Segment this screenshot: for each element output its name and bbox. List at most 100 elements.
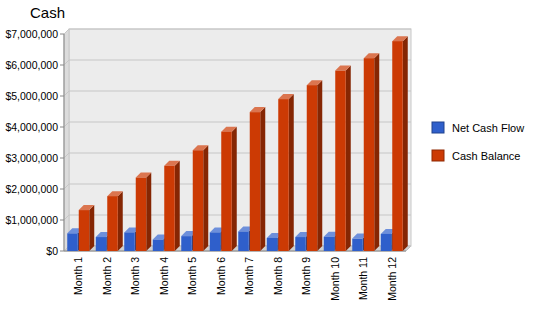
bar-side: [403, 36, 408, 251]
x-tick-label: Month 4: [158, 257, 170, 295]
bar-top: [335, 66, 351, 71]
bar-face: [352, 239, 363, 251]
bar-face: [79, 210, 90, 251]
bar-face: [107, 196, 118, 251]
bar-top: [364, 53, 380, 58]
bar-top: [193, 145, 209, 150]
y-tick-label: $4,000,000: [5, 121, 58, 133]
bar-face: [278, 99, 289, 251]
x-tick-label: Month 6: [215, 257, 227, 295]
bar-side: [203, 145, 208, 251]
bar-top: [164, 161, 180, 166]
grid-line: [64, 60, 411, 65]
x-tick-label: Month 7: [243, 257, 255, 295]
bar-face: [67, 233, 78, 251]
x-tick-label: Month 5: [186, 257, 198, 295]
bar: [164, 161, 180, 251]
title: Cash: [30, 4, 65, 21]
bar-face: [381, 234, 392, 251]
x-tick-label: Month 1: [72, 257, 84, 295]
bar-face: [221, 132, 232, 251]
x-tick-label: Month 2: [101, 257, 113, 295]
x-tick-label: Month 9: [300, 257, 312, 295]
bar-face: [267, 238, 278, 251]
bar: [278, 94, 294, 251]
x-tick-label: Month 3: [129, 257, 141, 295]
bar-side: [260, 107, 265, 251]
bar-top: [278, 94, 294, 99]
tick-mark: [60, 127, 64, 128]
bar: [392, 36, 408, 251]
y-axis: [64, 34, 65, 251]
bar-face: [210, 232, 221, 251]
legend-label: Cash Balance: [452, 150, 521, 162]
bar-side: [346, 66, 351, 251]
bar: [335, 66, 351, 251]
bar-top: [307, 80, 323, 85]
bar: [307, 80, 323, 251]
tick-mark: [60, 65, 64, 66]
bar-face: [96, 237, 107, 251]
bars: [67, 36, 408, 251]
y-tick-label: $5,000,000: [5, 90, 58, 102]
bar-face: [295, 237, 306, 251]
bar-face: [250, 112, 261, 251]
legend-label: Net Cash Flow: [452, 122, 524, 134]
bar: [193, 145, 209, 251]
bar-face: [136, 178, 147, 251]
bar-side: [289, 94, 294, 251]
x-tick-label: Month 11: [357, 257, 369, 300]
chart: Cash $0 $1,000,000 $2,000,000 $3,000,000 $4,0…: [0, 0, 550, 318]
tick-mark: [60, 34, 64, 35]
bar-side: [89, 205, 94, 251]
bar: [364, 53, 380, 251]
bar-face: [335, 71, 346, 251]
y-tick-label: $3,000,000: [5, 152, 58, 164]
x-tick-label: Month 8: [272, 257, 284, 295]
grid-line: [64, 153, 411, 158]
grid-line: [64, 184, 411, 189]
bar-side: [317, 80, 322, 251]
bar-side: [118, 191, 123, 251]
bar-face: [153, 240, 164, 251]
tick-mark: [60, 158, 64, 159]
bar-face: [238, 231, 249, 251]
bar-top: [221, 127, 237, 132]
bar-top: [79, 205, 95, 210]
bar-face: [307, 85, 318, 251]
legend-swatch: [432, 150, 444, 161]
tick-mark: [60, 251, 64, 252]
bar: [107, 191, 123, 251]
bar-side: [175, 161, 180, 251]
bar: [221, 127, 237, 251]
bar-face: [324, 237, 335, 251]
bar-side: [146, 173, 151, 251]
y-tick-label: $6,000,000: [5, 59, 58, 71]
x-tick-label: Month 10: [329, 257, 341, 301]
y-tick-label: $2,000,000: [5, 183, 58, 195]
bar-side: [232, 127, 237, 251]
bar-top: [392, 36, 408, 41]
bar-top: [250, 107, 266, 112]
y-tick-label: $0: [46, 245, 58, 257]
bar: [79, 205, 95, 251]
bar-side: [374, 53, 379, 251]
bar-face: [181, 236, 192, 251]
bar-face: [392, 41, 403, 251]
bar-face: [124, 232, 135, 251]
y-tick-label: $1,000,000: [5, 214, 58, 226]
bar-face: [193, 150, 204, 251]
bar-top: [107, 191, 123, 196]
y-tick-label: $7,000,000: [5, 28, 58, 40]
grid-line: [64, 91, 411, 96]
tick-mark: [60, 220, 64, 221]
bar-top: [136, 173, 152, 178]
bar: [136, 173, 152, 251]
bar-face: [164, 166, 175, 251]
tick-mark: [60, 189, 64, 190]
grid-line: [64, 29, 411, 34]
tick-mark: [60, 96, 64, 97]
bar-face: [364, 58, 375, 251]
x-tick-label: Month 12: [386, 257, 398, 301]
bar: [250, 107, 266, 251]
